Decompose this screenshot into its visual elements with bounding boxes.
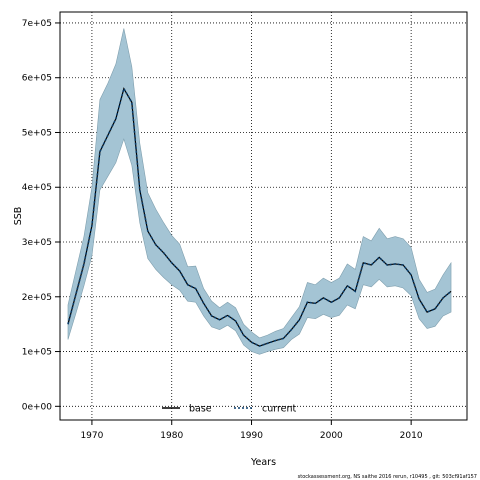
y-tick-label: 4e+05 [22, 183, 52, 193]
plot-frame [59, 11, 468, 421]
confidence-band [67, 28, 452, 355]
y-tick-label: 6e+05 [22, 74, 52, 84]
y-tick-label: 2e+05 [22, 293, 52, 303]
legend-label-base: base [189, 404, 212, 415]
y-tick-label: 7e+05 [22, 19, 52, 29]
x-tick-label: 1970 [80, 431, 103, 441]
y-axis-title: SSB [13, 207, 24, 226]
legend: base current [162, 404, 297, 415]
x-axis: 1970 1980 1990 2000 2010 [80, 420, 423, 441]
y-axis: 0e+00 1e+05 2e+05 3e+05 4e+05 5e+05 6e+05 7e+05 [22, 19, 60, 412]
legend-label-current: current [262, 404, 297, 415]
y-tick-label: 5e+05 [22, 128, 52, 138]
x-tick-label: 2010 [400, 431, 423, 441]
y-tick-label: 1e+05 [22, 348, 52, 358]
series-line-current [67, 86, 452, 347]
x-axis-title: Years [250, 457, 276, 468]
footnote: stockassessment.org, NS saithe 2016 reru… [298, 474, 477, 480]
y-tick-label: 3e+05 [22, 238, 52, 248]
x-tick-label: 1990 [240, 431, 263, 441]
y-tick-label: 0e+00 [22, 402, 53, 412]
x-tick-label: 2000 [320, 431, 343, 441]
x-tick-label: 1980 [160, 431, 183, 441]
